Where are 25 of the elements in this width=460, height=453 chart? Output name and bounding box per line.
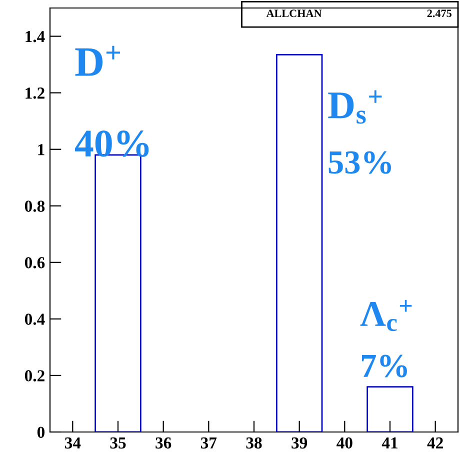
y-tick-label: 1 (38, 144, 44, 156)
x-tick-label: 38 (246, 437, 262, 449)
y-tick-label: 0.2 (24, 370, 44, 382)
x-tick-label: 36 (156, 437, 172, 449)
x-tick-label: 37 (200, 437, 217, 449)
x-tick-label: 34 (64, 437, 81, 449)
y-tick-label: 0.6 (24, 257, 45, 268)
annotation: D$^{+}$ (75, 46, 120, 76)
y-tick-label: 1.2 (26, 88, 44, 99)
annotation: ALLCHAN (266, 10, 322, 18)
annotation: 7% (362, 354, 407, 378)
annotation: D$_{s}$$^{+}$ (328, 90, 382, 124)
x-tick-label: 40 (336, 437, 352, 449)
y-tick-label: 0 (37, 426, 45, 438)
x-tick-label: 42 (427, 437, 443, 448)
annotation: 53% (328, 151, 391, 174)
y-tick-label: 0.8 (24, 200, 45, 212)
annotation: 40% (75, 130, 149, 157)
x-tick-label: 39 (292, 437, 308, 449)
annotation: 2.475 (427, 10, 452, 18)
x-tick-label: 41 (382, 437, 398, 448)
y-tick-label: 1.4 (26, 31, 45, 42)
x-tick-label: 35 (110, 437, 126, 449)
y-tick-label: 0.4 (24, 314, 45, 325)
annotation: Λ$_{c}$$^{+}$ (360, 300, 412, 332)
